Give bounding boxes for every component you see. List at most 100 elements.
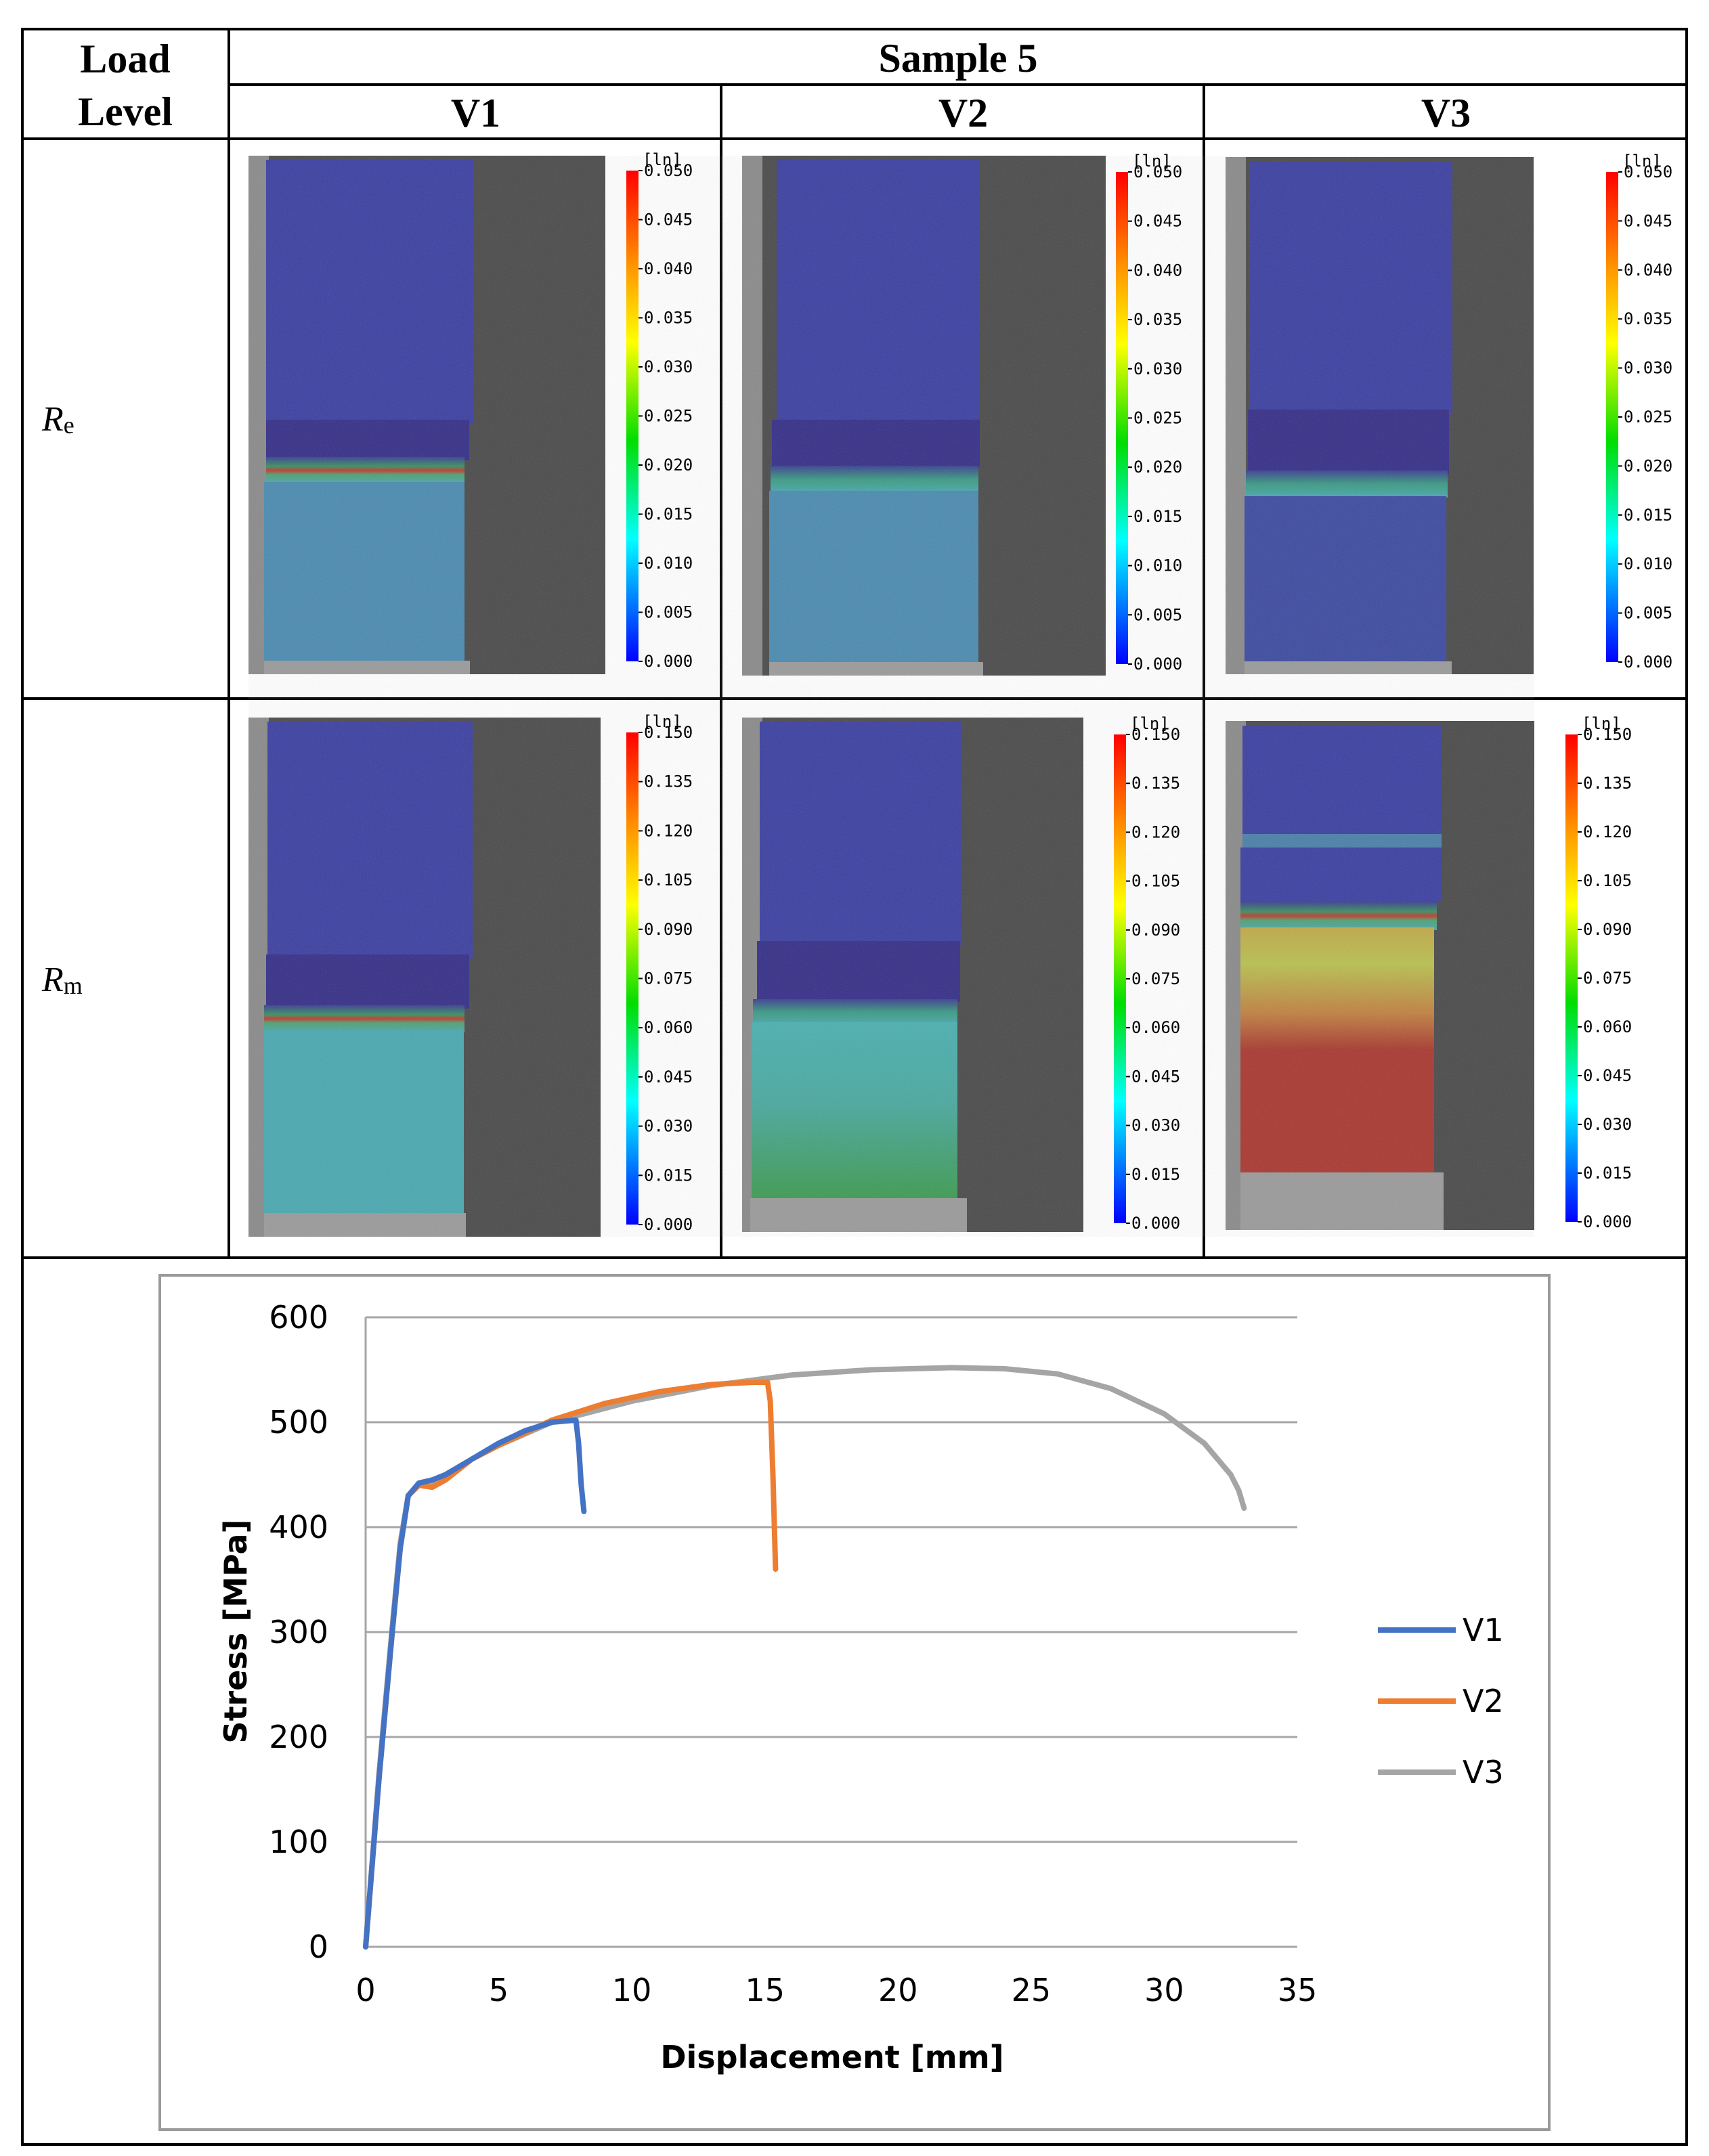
colorbar-tick-label: 0.035 xyxy=(644,309,693,328)
colorbar-tick-label: 0.105 xyxy=(1131,872,1180,891)
colorbar-rm-v2: [ln]0.150 0.135 0.120 0.105 0.090 0.075 0.060 0… xyxy=(1114,714,1180,1233)
x-tick-label: 20 xyxy=(878,1972,918,2008)
x-tick-label: 25 xyxy=(1012,1972,1052,2008)
x-tick-label: 0 xyxy=(355,1972,375,2008)
legend-label: V1 xyxy=(1463,1612,1504,1648)
colorbar-tick-label: 0.000 xyxy=(1583,1212,1632,1231)
colorbar-tick-label: 0.020 xyxy=(1133,458,1182,477)
variant-header-v3: V3 xyxy=(1421,91,1471,135)
y-tick-label: 500 xyxy=(269,1404,328,1440)
colorbar-unit-label: [ln] xyxy=(1582,714,1621,733)
y-tick-label: 100 xyxy=(269,1824,328,1860)
colorbar-tick-label: 0.015 xyxy=(644,1166,693,1185)
y-tick-label: 600 xyxy=(269,1299,328,1336)
colorbar-tick-label: 0.050 xyxy=(1624,162,1672,181)
y-tick-label: 300 xyxy=(269,1614,328,1650)
colorbar-tick-label: 0.040 xyxy=(1624,261,1672,280)
colorbar-tick-label: 0.035 xyxy=(1133,310,1182,329)
y-tick-label: 400 xyxy=(269,1509,328,1545)
colorbar-re-v2: [ln]0.050 0.045 0.040 0.035 0.030 0.025 0.020 0… xyxy=(1116,152,1182,674)
colorbar-tick-label: 0.105 xyxy=(1583,871,1632,890)
colorbar-tick-label: 0.010 xyxy=(1133,556,1182,575)
row-label-re: Re xyxy=(42,400,74,439)
colorbar-unit-label: [ln] xyxy=(1132,152,1171,171)
y-tick-label: 200 xyxy=(269,1719,328,1755)
colorbar-tick-label: 0.075 xyxy=(1131,969,1180,988)
colorbar-tick-label: 0.025 xyxy=(644,407,693,426)
legend-entry-v2: V2 xyxy=(1378,1683,1504,1719)
colorbar-tick-label: 0.050 xyxy=(644,161,693,180)
colorbar-tick-label: 0.135 xyxy=(1583,774,1632,793)
x-tick-label: 35 xyxy=(1278,1972,1318,2008)
colorbar-tick-label: 0.000 xyxy=(1131,1214,1180,1233)
colorbar-tick-label: 0.020 xyxy=(1624,456,1672,475)
colorbar-tick-label: 0.150 xyxy=(1583,725,1632,744)
colorbar-tick-label: 0.015 xyxy=(1131,1165,1180,1184)
y-tick-label: 0 xyxy=(309,1929,328,1965)
colorbar-tick-label: 0.045 xyxy=(1583,1066,1632,1085)
colorbar-tick-label: 0.030 xyxy=(1583,1115,1632,1134)
colorbar-tick-label: 0.030 xyxy=(1133,359,1182,378)
colorbar-tick-label: 0.015 xyxy=(1583,1164,1632,1183)
sample-header: Sample 5 xyxy=(878,36,1038,81)
colorbar-tick-label: 0.030 xyxy=(644,1117,693,1136)
colorbar-tick-label: 0.090 xyxy=(1583,920,1632,939)
colorbar-tick-label: 0.035 xyxy=(1624,309,1672,328)
colorbar-tick-label: 0.075 xyxy=(1583,969,1632,988)
colorbar-unit-label: [ln] xyxy=(1130,714,1169,733)
colorbar-unit-label: [ln] xyxy=(643,712,682,731)
x-tick-label: 10 xyxy=(612,1972,652,2008)
colorbar-tick-label: 0.000 xyxy=(644,652,693,671)
colorbar-tick-label: 0.120 xyxy=(1131,822,1180,841)
y-axis-label: Stress [MPa] xyxy=(217,1519,254,1743)
colorbar-tick-label: 0.045 xyxy=(1131,1067,1180,1086)
colorbar-tick-label: 0.120 xyxy=(644,821,693,840)
colorbar-tick-label: 0.030 xyxy=(644,357,693,376)
colorbar-tick-label: 0.005 xyxy=(1133,605,1182,624)
colorbar-rm-v3: [ln]0.150 0.135 0.120 0.105 0.090 0.075 0.060 0… xyxy=(1565,714,1632,1231)
colorbar-tick-label: 0.150 xyxy=(1131,725,1180,744)
colorbar-tick-label: 0.045 xyxy=(644,211,693,229)
colorbar-tick-label: 0.025 xyxy=(1624,408,1672,426)
colorbar-tick-label: 0.075 xyxy=(644,969,693,988)
variant-header-v2: V2 xyxy=(938,91,989,135)
colorbar-tick-label: 0.045 xyxy=(1133,212,1182,231)
colorbar-tick-label: 0.020 xyxy=(644,456,693,475)
x-tick-label: 30 xyxy=(1144,1972,1184,2008)
colorbar-tick-label: 0.045 xyxy=(644,1068,693,1086)
colorbar-tick-label: 0.090 xyxy=(1131,921,1180,940)
colorbar-re-v3: [ln]0.050 0.045 0.040 0.035 0.030 0.025 0.020 0… xyxy=(1606,152,1672,672)
x-axis-label: Displacement [mm] xyxy=(660,2039,1003,2075)
colorbar-tick-label: 0.000 xyxy=(1624,653,1672,672)
colorbar-tick-label: 0.050 xyxy=(1133,162,1182,181)
colorbar-unit-label: [ln] xyxy=(643,150,682,169)
colorbar-tick-label: 0.015 xyxy=(1133,507,1182,526)
colorbar-tick-label: 0.135 xyxy=(644,772,693,791)
legend-entry-v3: V3 xyxy=(1378,1754,1504,1790)
colorbar-tick-label: 0.150 xyxy=(644,723,693,742)
colorbars: [ln]0.0500.0450.0400.0350.0300.0250.0200… xyxy=(626,150,1672,1234)
colorbar-tick-label: 0.015 xyxy=(1624,506,1672,525)
colorbar-tick-label: 0.060 xyxy=(644,1018,693,1037)
x-tick-label: 15 xyxy=(745,1972,785,2008)
colorbar-rm-v1: [ln]0.150 0.135 0.120 0.105 0.090 0.075 0.060 0… xyxy=(626,712,693,1234)
colorbar-unit-label: [ln] xyxy=(1622,152,1662,171)
colorbar-tick-label: 0.120 xyxy=(1583,822,1632,841)
variant-header-v1: V1 xyxy=(450,91,501,135)
colorbar-tick-label: 0.005 xyxy=(644,603,693,622)
colorbar-tick-label: 0.060 xyxy=(1131,1018,1180,1037)
colorbar-tick-label: 0.005 xyxy=(1624,604,1672,623)
colorbar-tick-label: 0.025 xyxy=(1133,409,1182,428)
series-line-v1 xyxy=(363,1417,587,1950)
colorbar-tick-label: 0.135 xyxy=(1131,774,1180,793)
x-tick-label: 5 xyxy=(489,1972,509,2008)
load-level-header: Load Level xyxy=(78,37,173,134)
colorbar-tick-label: 0.000 xyxy=(644,1215,693,1234)
colorbar-tick-label: 0.040 xyxy=(1133,261,1182,280)
chart-frame xyxy=(158,1274,1551,2131)
colorbar-tick-label: 0.045 xyxy=(1624,211,1672,230)
colorbar-tick-label: 0.000 xyxy=(1133,655,1182,674)
